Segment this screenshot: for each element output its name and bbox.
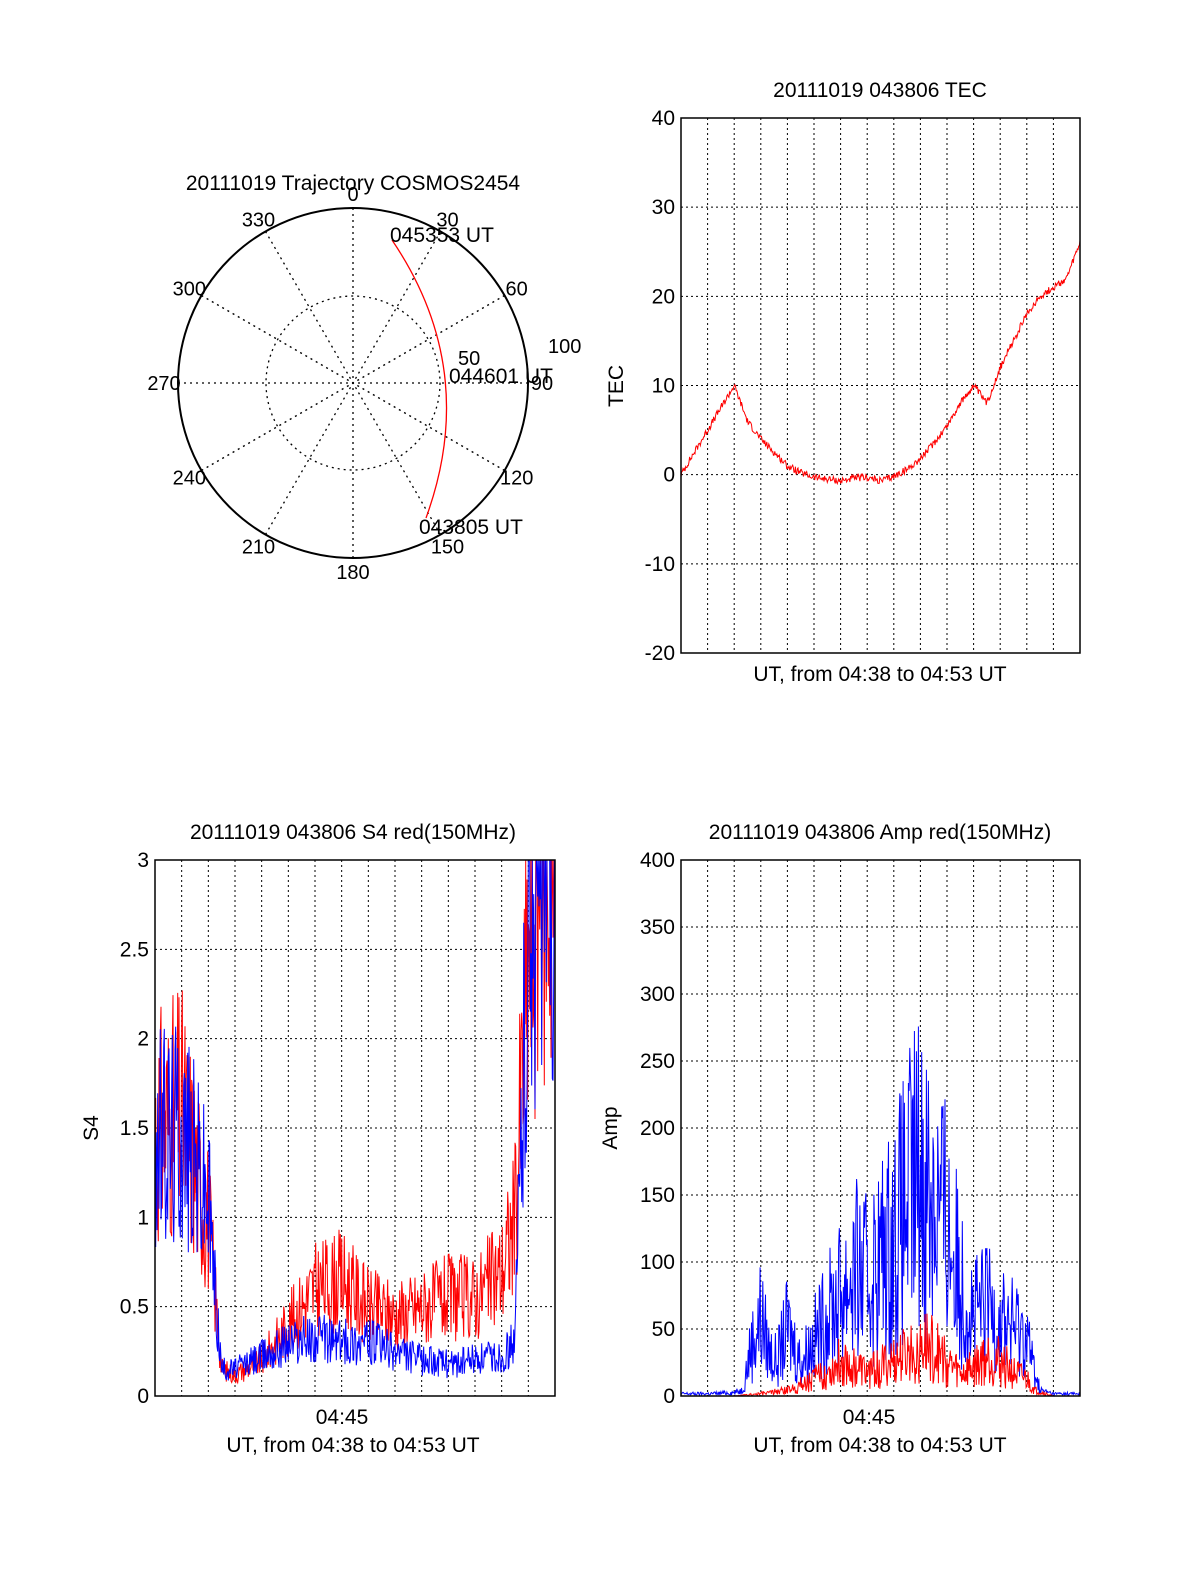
polar-spokes (178, 208, 528, 558)
amp-ytick-label: 400 (640, 849, 675, 872)
amp-ytick-label: 0 (663, 1385, 675, 1408)
s4-series-red (154, 859, 555, 1385)
s4-title: 20111019 043806 S4 red(150MHz) (190, 821, 516, 844)
s4-ytick-label: 1 (137, 1206, 149, 1229)
amp-ytick-label: 300 (640, 983, 675, 1006)
polar-angle-label-180: 180 (336, 562, 369, 584)
tec-x-axis-label: UT, from 04:38 to 04:53 UT (753, 663, 1006, 686)
polar-angle-label-0: 0 (347, 184, 358, 206)
tec-grid (681, 118, 1080, 653)
polar-angle-label-30: 30 (436, 209, 458, 231)
tec-series-red (680, 240, 1081, 486)
polar-angle-label-90: 90 (531, 373, 553, 395)
s4-x-tick-label: 04:45 (316, 1406, 369, 1429)
s4-ytick-label: 2.5 (120, 938, 149, 961)
polar-angle-label-300: 300 (173, 279, 206, 301)
radial-label-100: 100 (548, 336, 581, 358)
polar-angle-label-210: 210 (242, 537, 275, 559)
polar-spoke-150 (264, 231, 442, 535)
s4-x-axis-label: UT, from 04:38 to 04:53 UT (226, 1434, 479, 1457)
amp-ytick-labels: 0 50 100 150 200 250 300 350 400 (640, 849, 675, 1408)
trajectory-panel: 20111019 Trajectory COSMOS2454 0 30 60 90 12… (147, 172, 581, 584)
tec-ytick-label: 30 (652, 196, 675, 219)
s4-ytick-label: 0 (137, 1385, 149, 1408)
tec-ytick-label: 20 (652, 285, 675, 308)
trajectory-point-label-start: 043805 UT (419, 516, 523, 539)
amp-ytick-label: 150 (640, 1184, 675, 1207)
s4-ytick-label: 2 (137, 1028, 149, 1051)
tec-ytick-label: 40 (652, 107, 675, 130)
amp-grid (681, 860, 1080, 1396)
amp-ytick-label: 50 (652, 1318, 675, 1341)
amp-y-axis-label: Amp (599, 1106, 622, 1149)
polar-angle-label-60: 60 (506, 279, 528, 301)
radial-label-50: 50 (458, 348, 480, 370)
trajectory-title: 20111019 Trajectory COSMOS2454 (186, 172, 521, 195)
tec-title: 20111019 043806 TEC (773, 79, 987, 102)
amp-x-tick-label: 04:45 (843, 1406, 896, 1429)
s4-ytick-label: 0.5 (120, 1296, 149, 1319)
trajectory-point-label-mid: 044601 UT (449, 365, 553, 388)
polar-angle-label-150: 150 (431, 537, 464, 559)
tec-ytick-label: 10 (652, 375, 675, 398)
s4-ytick-label: 1.5 (120, 1117, 149, 1140)
amp-plot-frame (680, 859, 1081, 1397)
polar-angle-label-330: 330 (242, 209, 275, 231)
trajectory-point-label-end: 045353 UT (390, 224, 494, 247)
tec-ytick-labels: -20 -10 0 10 20 30 40 (645, 107, 675, 665)
polar-angle-label-120: 120 (500, 468, 533, 490)
amp-series (680, 1026, 1081, 1398)
tec-y-axis-label: TEC (605, 365, 628, 407)
amp-series-blue (680, 1026, 1081, 1398)
polar-angle-label-270: 270 (147, 373, 180, 395)
s4-plot-frame (154, 859, 556, 1397)
tec-plot-frame (680, 117, 1081, 654)
amp-title: 20111019 043806 Amp red(150MHz) (709, 821, 1051, 844)
tec-ytick-label: -10 (645, 553, 675, 576)
amp-ytick-label: 250 (640, 1050, 675, 1073)
polar-inner-circle (265, 295, 441, 471)
amp-ytick-label: 350 (640, 916, 675, 939)
tec-ytick-label: -20 (645, 642, 675, 665)
s4-series-blue (154, 859, 556, 1381)
s4-ytick-labels: 0 0.5 1 1.5 2 2.5 3 (120, 849, 149, 1408)
s4-y-axis-label: S4 (80, 1115, 103, 1141)
s4-ytick-label: 3 (137, 849, 149, 872)
trajectory-line (391, 239, 448, 519)
amp-x-axis-label: UT, from 04:38 to 04:53 UT (753, 1434, 1006, 1457)
s4-grid (155, 860, 555, 1396)
polar-angle-label-240: 240 (173, 468, 206, 490)
tec-ytick-label: 0 (663, 464, 675, 487)
polar-angle-labels: 0 30 60 90 120 150 180 210 240 270 300 330 (147, 184, 553, 584)
s4-panel: 20111019 043806 S4 red(150MHz) 0 0.5 1 1.5 2… (80, 821, 556, 1457)
amp-panel: 20111019 043806 Amp red(150MHz) 0 50 100 15… (599, 821, 1081, 1457)
s4-series (154, 859, 556, 1385)
tec-series (680, 240, 1081, 486)
amp-ytick-label: 100 (640, 1251, 675, 1274)
amp-ytick-label: 200 (640, 1117, 675, 1140)
